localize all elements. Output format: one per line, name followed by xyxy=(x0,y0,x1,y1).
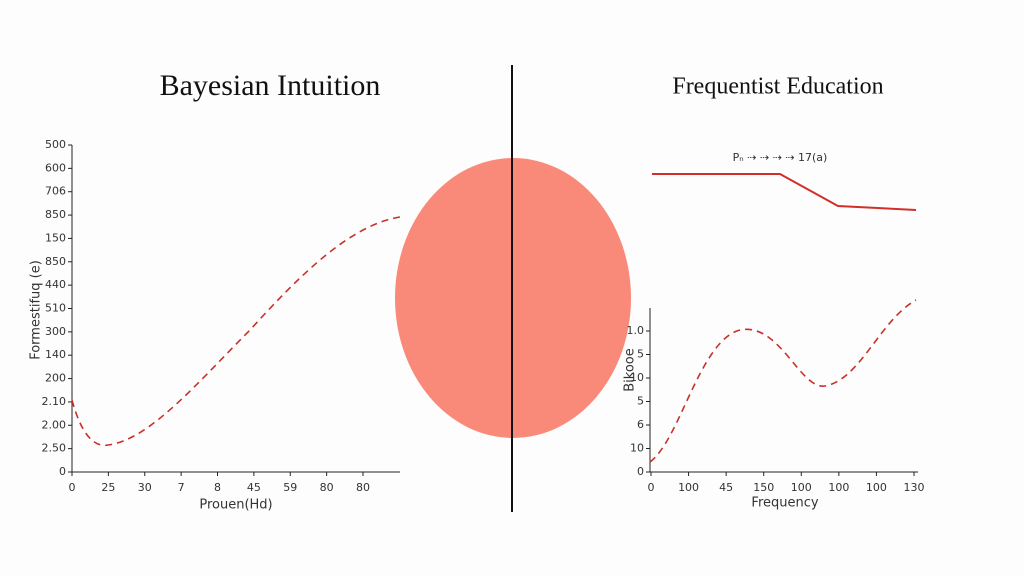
annotation: Pₙ ⇢ ⇢ ⇢ ⇢ 17(a) xyxy=(733,151,828,164)
y-tick-label: 200 xyxy=(45,372,66,385)
right-x-label: Frequency xyxy=(751,496,818,511)
x-tick-label: 25 xyxy=(101,481,115,494)
y-tick-label: 10 xyxy=(630,371,644,384)
left-y-label: Formestifuq (e) xyxy=(29,260,44,360)
y-tick-label: 600 xyxy=(45,161,66,174)
x-tick-label: 80 xyxy=(320,481,334,494)
y-tick-label: 10 xyxy=(630,442,644,455)
y-tick-label: 0 xyxy=(637,465,644,478)
x-tick-label: 0 xyxy=(69,481,76,494)
left-title: Bayesian Intuition xyxy=(160,69,381,102)
left-x-label: Prouen(Hd) xyxy=(199,498,272,513)
y-tick-label: 850 xyxy=(45,208,66,221)
x-tick-label: 80 xyxy=(356,481,370,494)
y-tick-label: 6 xyxy=(637,418,644,431)
x-tick-label: 8 xyxy=(214,481,221,494)
right-y-label: Bikooe xyxy=(623,348,638,392)
left-curve xyxy=(71,216,401,447)
x-tick-label: 0 xyxy=(648,481,655,494)
x-tick-label: 100 xyxy=(828,481,849,494)
x-tick-label: 150 xyxy=(753,481,774,494)
x-tick-label: 130 xyxy=(904,481,925,494)
y-tick-label: 440 xyxy=(45,278,66,291)
x-tick-label: 45 xyxy=(719,481,733,494)
y-tick-label: 706 xyxy=(45,185,66,198)
x-tick-label: 100 xyxy=(791,481,812,494)
x-tick-label: 7 xyxy=(178,481,185,494)
right-title: Frequentist Education xyxy=(672,74,883,100)
y-tick-label: 850 xyxy=(45,255,66,268)
x-tick-label: 100 xyxy=(866,481,887,494)
x-tick-label: 45 xyxy=(247,481,261,494)
y-tick-label: 0 xyxy=(59,465,66,478)
x-tick-label: 30 xyxy=(138,481,152,494)
y-tick-label: 5 xyxy=(637,348,644,361)
y-tick-label: 2.50 xyxy=(42,442,67,455)
y-tick-label: 2.10 xyxy=(42,395,67,408)
right-line xyxy=(652,173,917,211)
y-tick-label: 1.0 xyxy=(627,324,645,337)
x-tick-label: 100 xyxy=(678,481,699,494)
y-tick-label: 500 xyxy=(45,138,66,151)
y-tick-label: 2.00 xyxy=(42,418,67,431)
x-tick-label: 59 xyxy=(283,481,297,494)
y-tick-label: 5 xyxy=(637,395,644,408)
y-tick-label: 150 xyxy=(45,231,66,244)
y-tick-label: 140 xyxy=(45,348,66,361)
y-tick-label: 510 xyxy=(45,302,66,315)
y-tick-label: 300 xyxy=(45,325,66,338)
right-curve xyxy=(649,299,917,463)
